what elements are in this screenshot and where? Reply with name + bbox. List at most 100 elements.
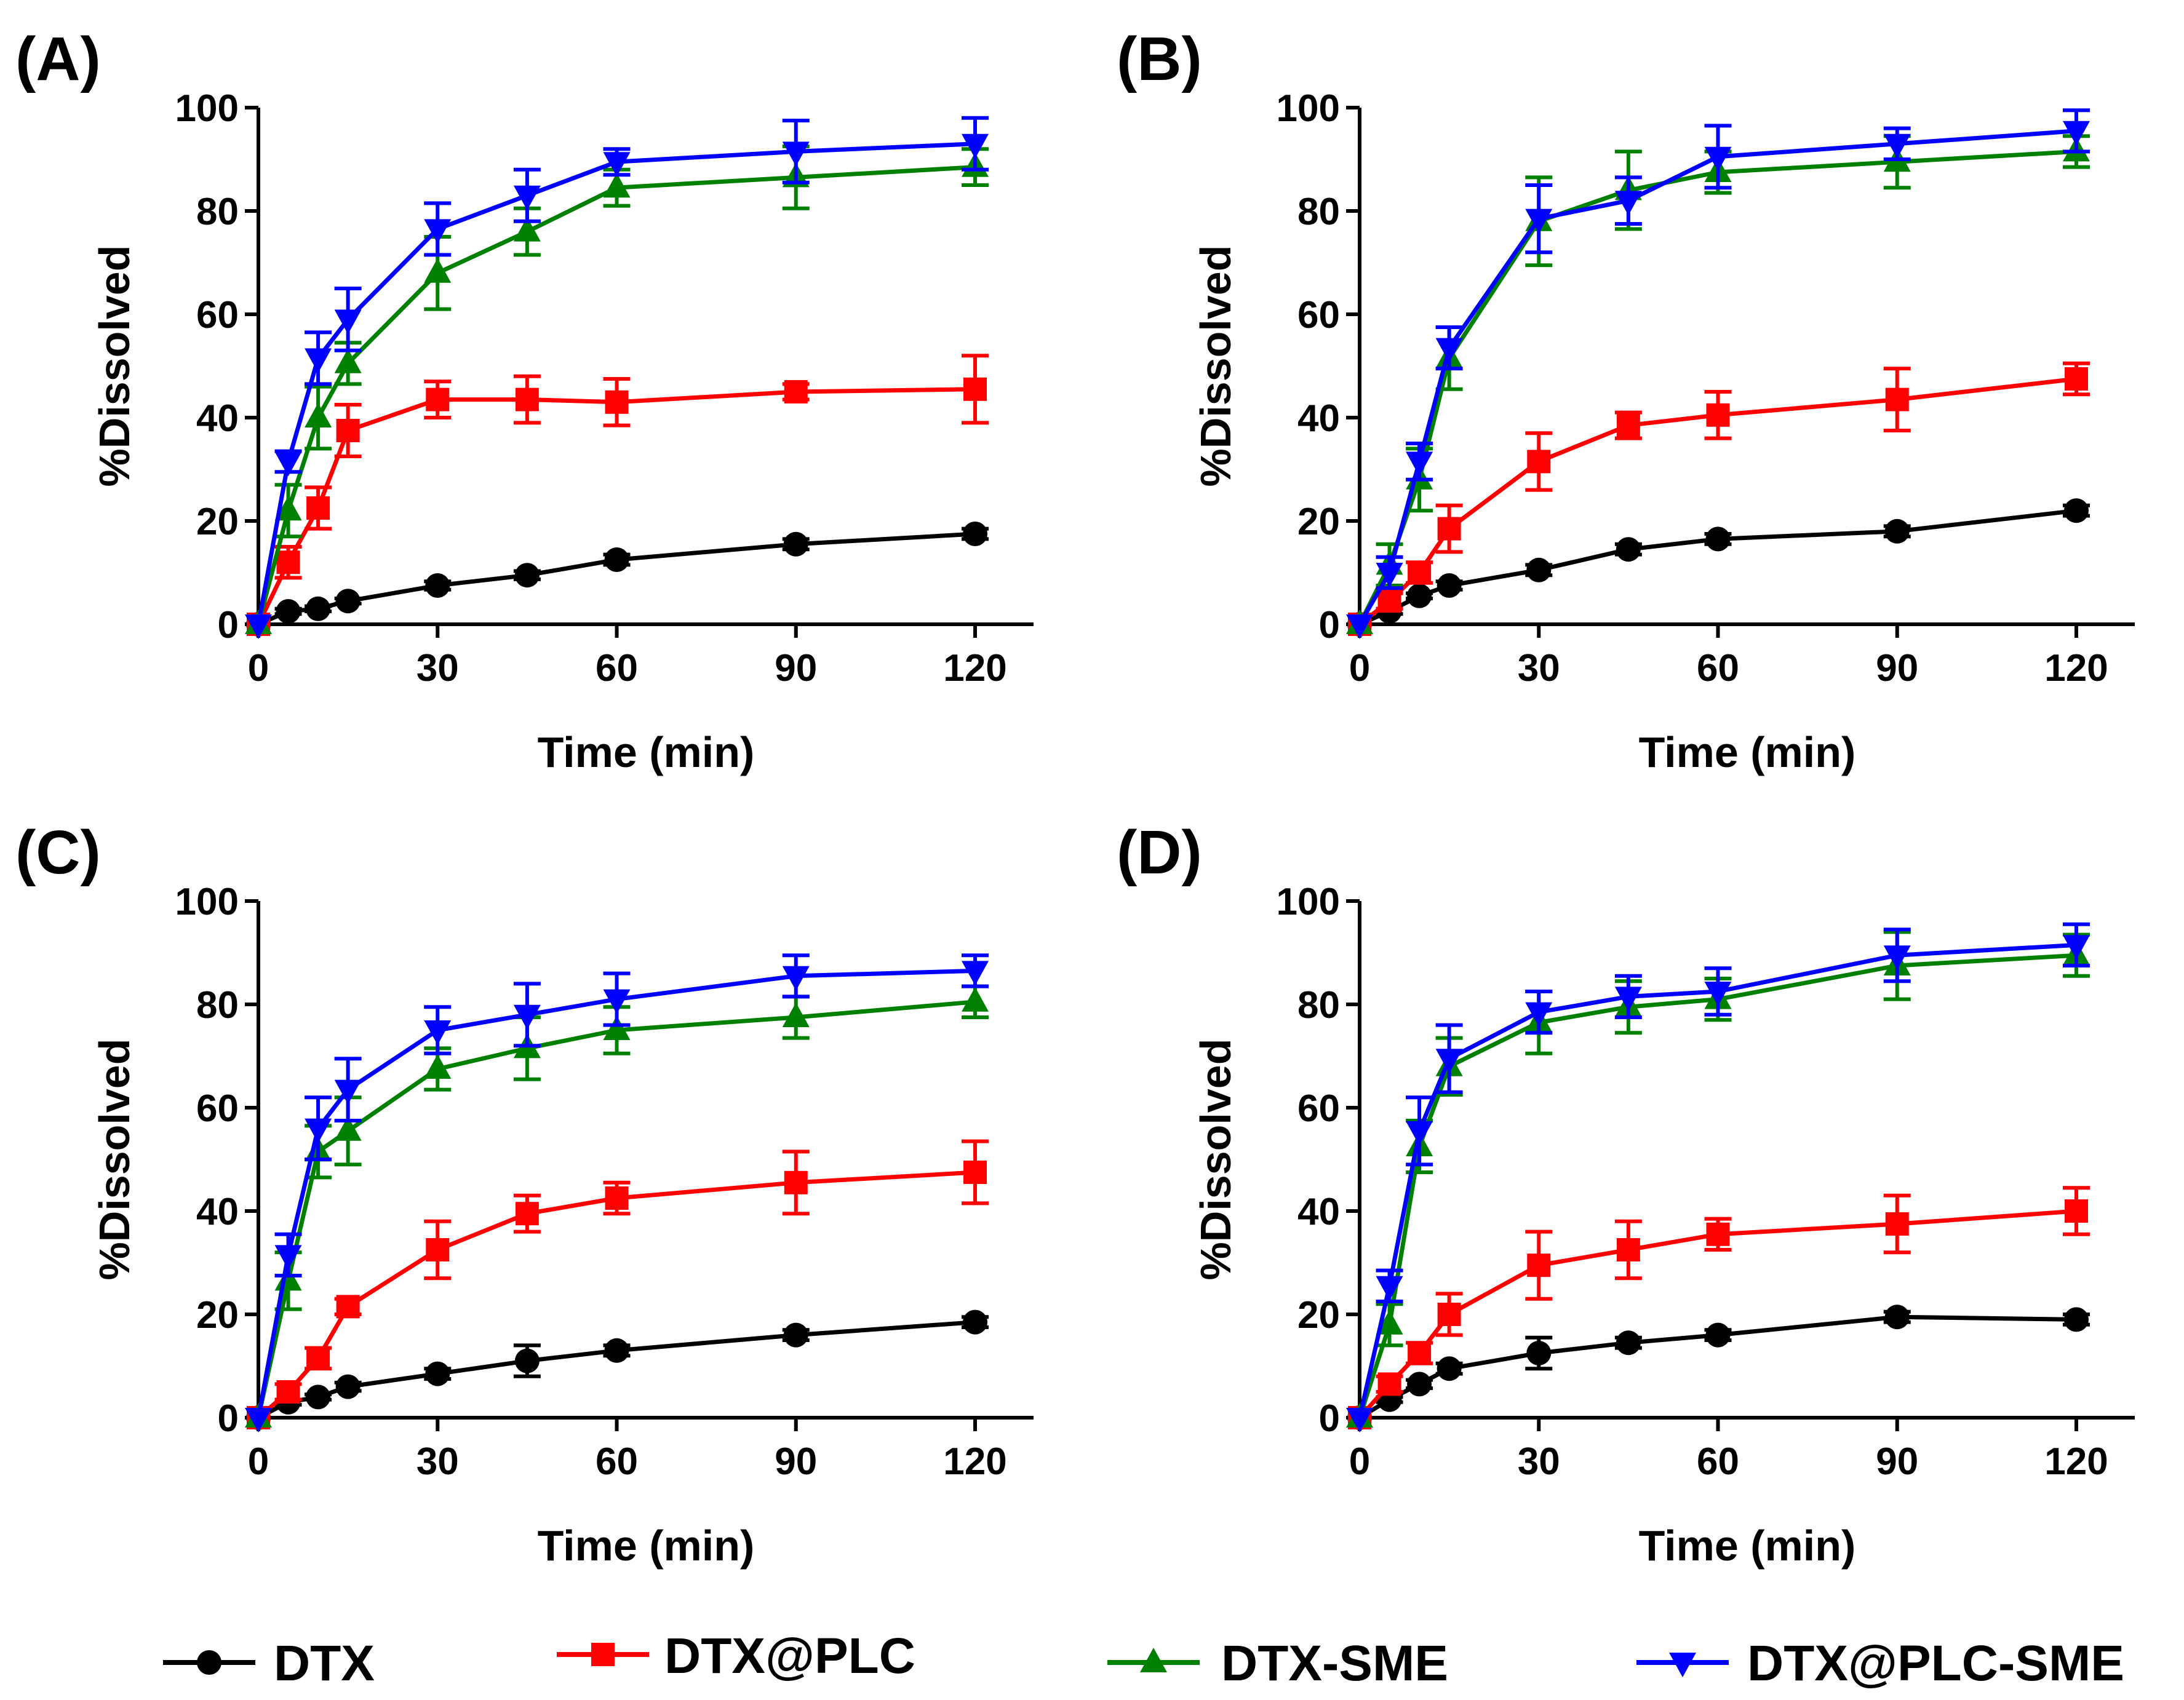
data-point	[1614, 191, 1642, 216]
y-tick-label: 100	[175, 881, 239, 923]
series-dtx-plc-sme	[1346, 108, 2090, 639]
y-tick-label: 80	[1297, 984, 1340, 1027]
chart-panel-c: (C) 0 20 40 60 80 100 0 30 60 90 120 Time (min) %Diss…	[15, 818, 1034, 1570]
y-tick-label: 0	[1319, 604, 1340, 646]
data-point	[784, 1170, 808, 1194]
data-point	[306, 596, 331, 621]
data-point	[1706, 1222, 1730, 1246]
x-tick-label: 0	[1349, 1440, 1370, 1483]
legend-marker	[591, 1643, 615, 1666]
y-tick-label: 80	[196, 191, 239, 233]
data-point	[782, 1003, 810, 1027]
series-line	[1357, 149, 2077, 626]
y-tick-label: 60	[196, 294, 239, 336]
data-point	[305, 1118, 332, 1143]
x-tick-label: 60	[596, 1440, 638, 1483]
data-point	[1437, 573, 1462, 598]
data-point	[1616, 413, 1640, 437]
data-point	[425, 573, 450, 598]
x-tick-label: 90	[1876, 647, 1918, 689]
series-dtx-plc	[1348, 361, 2090, 636]
data-point	[515, 1202, 539, 1226]
data-point	[963, 377, 987, 401]
series-line	[1357, 953, 2077, 1419]
data-point	[1704, 146, 1732, 172]
x-tick-label: 120	[2044, 1440, 2108, 1483]
data-point	[1706, 403, 1730, 427]
data-point	[245, 614, 272, 639]
series-dtx-plc	[1348, 1186, 2090, 1429]
legend-swatch-marker	[591, 1643, 615, 1666]
data-point	[1437, 517, 1461, 541]
legend-marker	[1140, 1648, 1167, 1672]
y-tick-label: 100	[1277, 881, 1340, 923]
y-tick-label: 0	[218, 1397, 239, 1440]
data-point	[274, 496, 302, 521]
data-point	[513, 1004, 541, 1030]
data-point	[783, 1322, 808, 1348]
data-point	[603, 173, 631, 198]
panel-label: (C)	[15, 818, 101, 887]
data-point	[1705, 526, 1731, 552]
legend-item-dtx-plc: DTX@PLC	[557, 1628, 915, 1684]
data-point	[276, 599, 301, 624]
data-point	[2064, 498, 2089, 523]
data-point	[2063, 121, 2090, 146]
legend-label: DTX@PLC	[664, 1628, 915, 1684]
legend-label: DTX@PLC-SME	[1747, 1635, 2124, 1691]
legend-swatch-marker	[197, 1650, 221, 1675]
series-dtx-sme	[1346, 134, 2090, 634]
legend-marker	[1669, 1653, 1696, 1677]
x-tick-label: 60	[1697, 647, 1739, 689]
data-point	[1377, 589, 1401, 613]
y-tick-label: 40	[1297, 1191, 1340, 1233]
x-tick-label: 30	[1518, 1440, 1560, 1483]
data-point	[335, 1374, 361, 1399]
data-point	[1885, 1212, 1909, 1236]
legend-swatch-marker	[1140, 1648, 1167, 1672]
data-point	[276, 1380, 300, 1404]
data-point	[963, 1161, 987, 1184]
data-point	[305, 348, 332, 373]
data-point	[334, 1116, 362, 1141]
data-point	[334, 348, 362, 373]
x-tick-label: 90	[775, 1440, 817, 1483]
data-point	[425, 1361, 450, 1386]
data-point	[424, 1020, 452, 1045]
y-tick-label: 60	[1297, 1087, 1340, 1130]
data-point	[515, 387, 539, 411]
data-point	[1614, 987, 1642, 1012]
data-point	[276, 550, 300, 574]
x-tick-label: 60	[596, 647, 638, 689]
data-point	[605, 390, 629, 414]
data-point	[1526, 557, 1552, 582]
y-axis-title: %Dissolved	[1192, 1039, 1240, 1281]
y-tick-label: 20	[1297, 501, 1340, 543]
y-tick-label: 100	[1277, 87, 1340, 130]
data-point	[306, 496, 330, 520]
chart-panel-a: (A) 0 20 40 60 80 100 0 30 60 90 120 Time (min) %Diss…	[15, 25, 1034, 776]
x-tick-label: 0	[248, 1440, 269, 1483]
data-point	[245, 1408, 272, 1432]
legend-swatch-marker	[1669, 1653, 1696, 1677]
data-point	[514, 1348, 540, 1373]
y-tick-label: 40	[1297, 397, 1340, 440]
data-point	[336, 1295, 360, 1319]
panel-label: (A)	[15, 25, 101, 93]
legend-marker	[197, 1650, 221, 1675]
series-dtx	[246, 1309, 989, 1430]
data-point	[424, 1054, 452, 1079]
y-tick-label: 60	[196, 1087, 239, 1130]
data-point	[1346, 1408, 1373, 1432]
legend-item-dtx-plc-sme: DTX@PLC-SME	[1636, 1635, 2124, 1691]
y-tick-label: 40	[196, 1191, 239, 1233]
data-point	[274, 451, 302, 477]
data-point	[334, 1079, 362, 1105]
data-point	[962, 961, 989, 986]
data-point	[1408, 1341, 1432, 1365]
data-point	[1884, 1305, 1910, 1330]
data-point	[1526, 1341, 1552, 1365]
y-axis-title: %Dissolved	[1192, 245, 1240, 487]
chart-panel-d: (D) 0 20 40 60 80 100 0 30 60 90 120 Time (min) %Diss…	[1117, 818, 2135, 1570]
